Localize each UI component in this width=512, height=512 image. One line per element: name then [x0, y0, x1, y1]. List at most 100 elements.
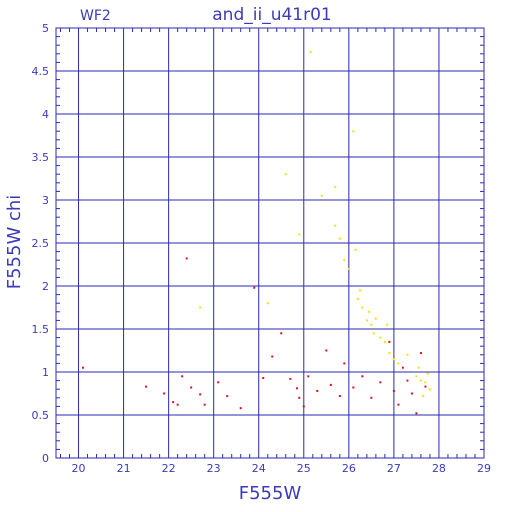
yellow-point	[266, 302, 269, 305]
red-point	[401, 366, 404, 369]
red-point	[302, 405, 305, 408]
yellow-point	[199, 306, 202, 309]
yellow-point	[356, 297, 359, 300]
chart-title: and_ii_u41r01	[212, 5, 331, 25]
yellow-point	[361, 306, 364, 309]
yellow-point	[419, 379, 422, 382]
red-point	[199, 393, 202, 396]
chart-subtitle: WF2	[80, 8, 111, 24]
red-point	[226, 395, 229, 398]
yellow-point	[354, 248, 357, 251]
yellow-point	[338, 237, 341, 240]
y-tick-label: 4.5	[32, 65, 50, 78]
red-point	[190, 386, 193, 389]
yellow-point	[309, 51, 312, 54]
red-point	[181, 375, 184, 378]
yellow-point	[334, 186, 337, 189]
points	[82, 51, 431, 415]
x-tick-label: 23	[207, 462, 221, 475]
red-point	[172, 401, 175, 404]
red-point	[185, 257, 188, 260]
red-point	[419, 352, 422, 355]
red-point	[410, 392, 413, 395]
y-tick-label: 0	[42, 452, 49, 465]
x-tick-label: 29	[477, 462, 491, 475]
yellow-point	[320, 194, 323, 197]
x-tick-label: 22	[162, 462, 176, 475]
yellow-point	[359, 289, 362, 292]
yellow-point	[365, 319, 368, 322]
red-point	[424, 385, 427, 388]
y-tick-label: 2	[42, 280, 49, 293]
x-axis-label: F555W	[239, 483, 302, 504]
yellow-point	[392, 358, 395, 361]
yellow-point	[352, 130, 355, 133]
red-point	[163, 392, 166, 395]
yellow-point	[388, 352, 391, 355]
yellow-point	[298, 233, 301, 236]
yellow-point	[284, 173, 287, 176]
red-point	[280, 332, 283, 335]
red-point	[296, 387, 299, 390]
yellow-point	[374, 317, 377, 320]
red-point	[361, 375, 364, 378]
red-point	[176, 403, 179, 406]
yellow-point	[428, 388, 431, 391]
yellow-point	[334, 224, 337, 227]
yellow-point	[386, 323, 389, 326]
x-tick-label: 20	[72, 462, 86, 475]
red-point	[325, 349, 328, 352]
y-tick-label: 3.5	[32, 151, 50, 164]
red-point	[370, 396, 373, 399]
yellow-point	[347, 267, 350, 270]
yellow-point	[368, 310, 371, 313]
x-tick-label: 25	[297, 462, 311, 475]
red-point	[289, 377, 292, 380]
red-point	[406, 379, 409, 382]
red-point	[343, 362, 346, 365]
red-point	[388, 340, 391, 343]
red-point	[307, 375, 310, 378]
red-point	[262, 377, 265, 380]
yellow-point	[415, 375, 418, 378]
tick-labels: 20 21 22 23 24 25 26 27 28 29 0 0.5 1 1.5 2 2.5 3 3.5 4 4.5…	[32, 22, 492, 475]
red-point	[352, 386, 355, 389]
red-point	[316, 389, 319, 392]
red-point	[271, 355, 274, 358]
red-point	[217, 381, 220, 384]
x-tick-label: 21	[117, 462, 131, 475]
yellow-point	[422, 395, 425, 398]
red-point	[253, 286, 256, 289]
red-point	[379, 381, 382, 384]
yellow-point	[372, 332, 375, 335]
yellow-point	[406, 353, 409, 356]
red-point	[397, 403, 400, 406]
x-tick-label: 24	[252, 462, 266, 475]
y-tick-label: 2.5	[32, 237, 50, 250]
red-point	[203, 403, 206, 406]
y-tick-label: 3	[42, 194, 49, 207]
red-point	[415, 412, 418, 415]
y-tick-label: 1.5	[32, 323, 50, 336]
red-point	[329, 383, 332, 386]
grid	[55, 27, 485, 459]
yellow-point	[379, 336, 382, 339]
yellow-point	[397, 362, 400, 365]
red-point	[82, 366, 85, 369]
red-point	[338, 395, 341, 398]
y-tick-label: 5	[42, 22, 49, 35]
y-tick-label: 0.5	[32, 409, 50, 422]
x-tick-label: 26	[342, 462, 356, 475]
yellow-point	[383, 340, 386, 343]
y-axis-label: F555W chi	[4, 195, 25, 290]
x-tick-label: 27	[387, 462, 401, 475]
y-tick-label: 1	[42, 366, 49, 379]
red-point	[145, 385, 148, 388]
yellow-point	[426, 372, 429, 375]
red-point	[392, 389, 395, 392]
yellow-point	[417, 366, 420, 369]
x-tick-label: 28	[432, 462, 446, 475]
y-tick-label: 4	[42, 108, 49, 121]
yellow-point	[370, 323, 373, 326]
